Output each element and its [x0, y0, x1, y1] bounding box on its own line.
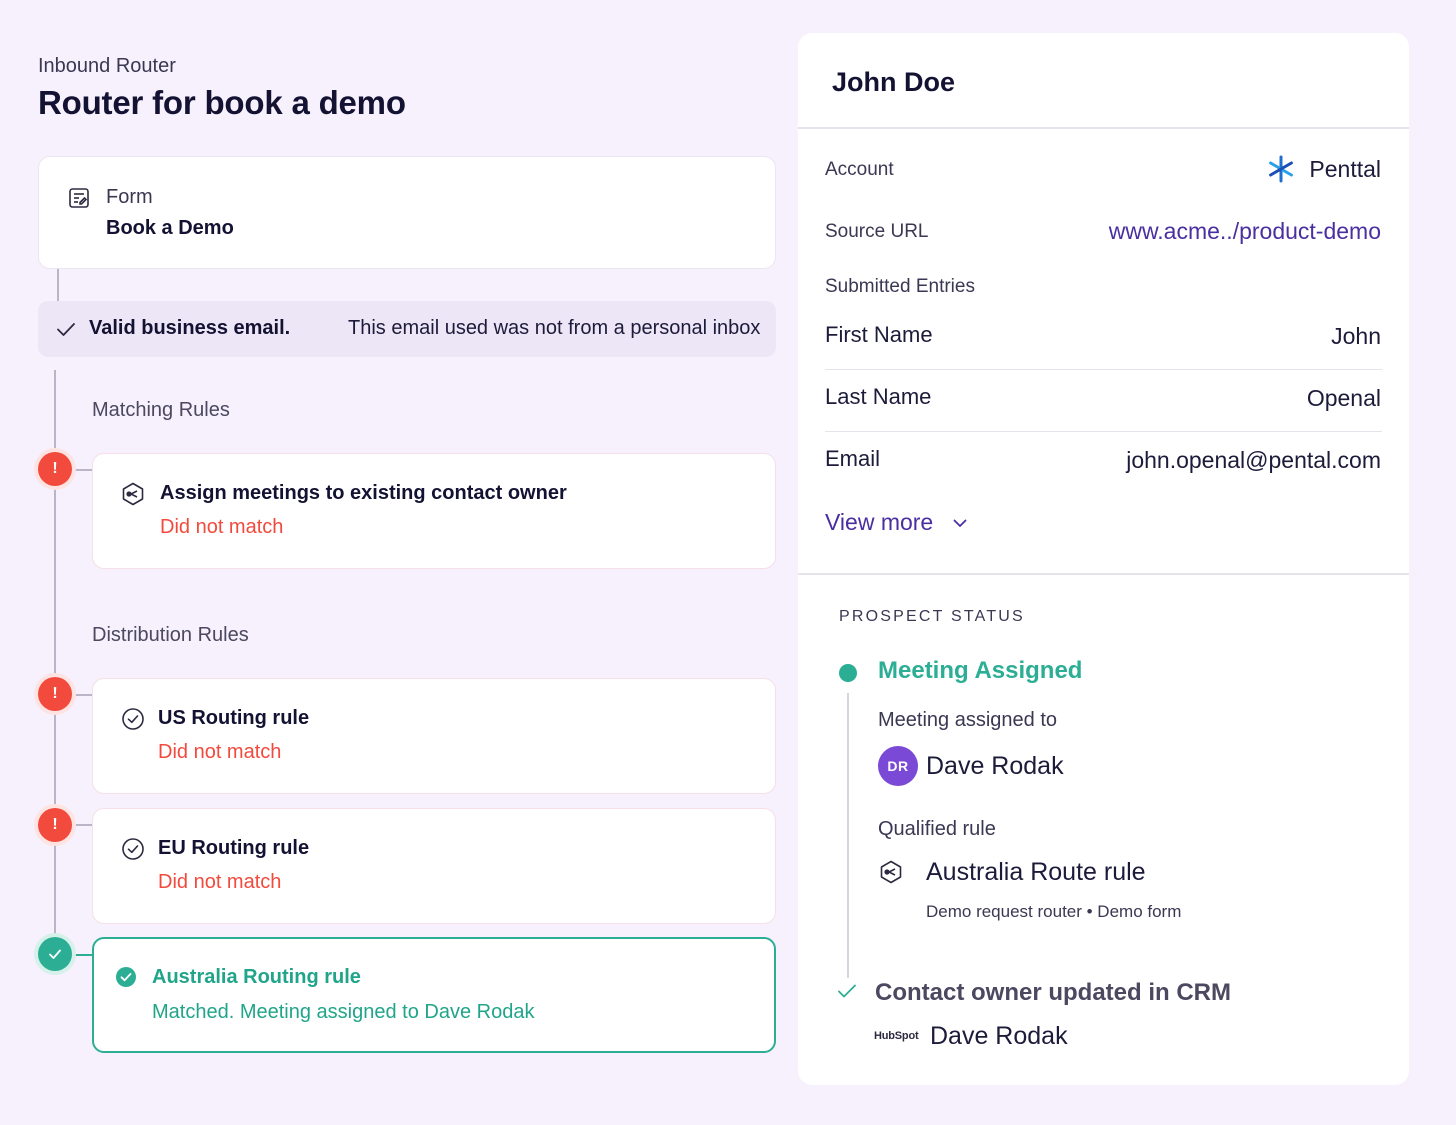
breadcrumb: Inbound Router	[38, 55, 176, 77]
entry-label: First Name	[825, 322, 933, 347]
account-value[interactable]: Penttal	[1267, 155, 1381, 183]
account-label: Account	[825, 159, 894, 180]
connector-line	[54, 954, 92, 956]
view-more-label: View more	[825, 509, 934, 535]
rule-title: US Routing rule	[158, 707, 310, 729]
crm-update-title: Contact owner updated in CRM	[875, 979, 1231, 1006]
rule-status: Did not match	[160, 516, 284, 538]
validation-title: Valid business email.	[89, 317, 291, 339]
qualified-rule-name[interactable]: Australia Route rule	[926, 858, 1146, 886]
source-url-label: Source URL	[825, 221, 929, 242]
account-name: Penttal	[1309, 155, 1381, 182]
rule-status: Matched. Meeting assigned to Dave Rodak	[152, 1001, 535, 1023]
rule-card-existing-owner[interactable]: Assign meetings to existing contact owne…	[92, 453, 776, 569]
check-icon	[57, 323, 75, 336]
check-icon	[838, 984, 856, 998]
snowflake-logo-icon	[1269, 155, 1294, 183]
status-title: Meeting Assigned	[878, 657, 1083, 684]
entry-value: John	[1331, 323, 1381, 349]
error-badge: !	[38, 677, 72, 711]
distribution-rules-label: Distribution Rules	[92, 624, 249, 646]
divider	[825, 369, 1382, 370]
crm-owner-name: Dave Rodak	[930, 1022, 1068, 1050]
divider	[825, 431, 1382, 432]
success-badge	[38, 937, 72, 971]
page-title: Router for book a demo	[38, 84, 406, 121]
contact-name: John Doe	[832, 67, 956, 97]
rule-card-us[interactable]: US Routing rule Did not match	[92, 678, 776, 794]
entry-value: Openal	[1306, 385, 1381, 411]
status-dot	[839, 664, 857, 682]
rule-status: Did not match	[158, 741, 282, 763]
form-label: Form	[106, 186, 153, 208]
connector-line	[54, 469, 92, 471]
rule-status: Did not match	[158, 871, 282, 893]
qualified-rule-meta: Demo request router • Demo form	[926, 902, 1182, 921]
divider	[798, 127, 1409, 129]
entry-label: Last Name	[825, 384, 932, 409]
view-more-button[interactable]: View more	[825, 509, 969, 536]
check-circle-filled-icon	[116, 967, 136, 987]
check-icon	[49, 949, 61, 959]
hubspot-logo: HubSpot	[874, 1030, 919, 1042]
timeline-line	[54, 370, 56, 955]
hexagon-route-icon	[122, 482, 144, 506]
meeting-assigned-label: Meeting assigned to	[878, 709, 1058, 731]
check-circle-icon	[122, 708, 144, 730]
rule-title: Assign meetings to existing contact owne…	[160, 482, 567, 504]
form-icon	[69, 188, 89, 208]
check-circle-icon	[122, 838, 144, 860]
status-timeline-line	[847, 693, 849, 978]
connector-line	[54, 824, 92, 826]
contact-details-panel: John Doe Account Penttal Source URL www.…	[798, 33, 1409, 1085]
entry-value: john.openal@pental.com	[1126, 447, 1381, 473]
source-url-link[interactable]: www.acme../product-demo	[1108, 218, 1381, 244]
divider	[798, 573, 1409, 575]
assignee-name[interactable]: Dave Rodak	[926, 752, 1064, 780]
prospect-status-heading: PROSPECT STATUS	[839, 608, 1025, 625]
matching-rules-label: Matching Rules	[92, 399, 230, 421]
validation-banner: Valid business email. This email used wa…	[38, 301, 776, 357]
entry-label: Email	[825, 446, 881, 471]
chevron-down-icon	[953, 519, 967, 527]
rule-card-eu[interactable]: EU Routing rule Did not match	[92, 808, 776, 924]
hexagon-route-icon	[880, 860, 902, 884]
qualified-rule-label: Qualified rule	[878, 818, 996, 840]
connector-line	[57, 269, 59, 301]
error-badge: !	[38, 452, 72, 486]
rule-card-australia[interactable]: Australia Routing rule Matched. Meeting …	[92, 937, 776, 1053]
form-card[interactable]: Form Book a Demo	[38, 156, 776, 269]
form-name: Book a Demo	[106, 217, 234, 239]
avatar: DR	[878, 746, 918, 786]
error-badge: !	[38, 808, 72, 842]
validation-text: This email used was not from a personal …	[348, 317, 761, 339]
rule-title: Australia Routing rule	[152, 966, 361, 988]
rule-title: EU Routing rule	[158, 837, 310, 859]
connector-line	[54, 694, 92, 696]
submitted-entries-label: Submitted Entries	[825, 276, 975, 297]
